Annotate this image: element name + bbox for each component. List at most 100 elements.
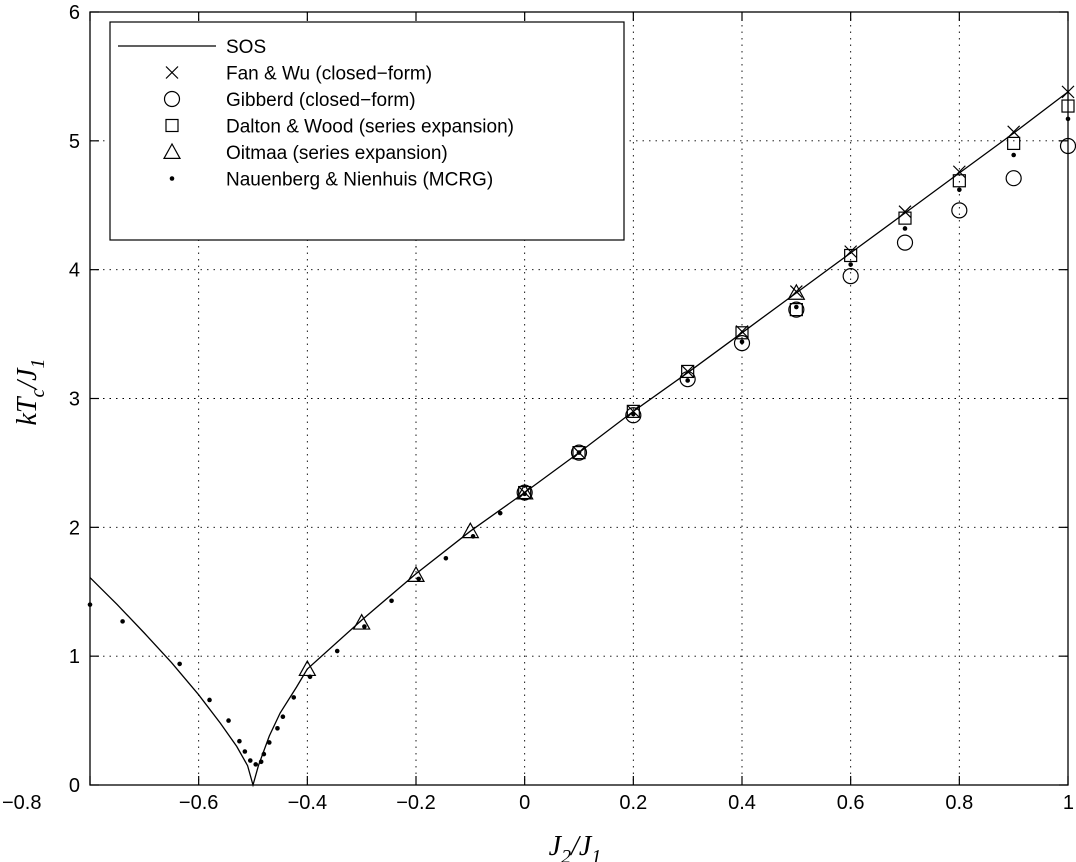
legend-entry-label: Dalton & Wood (series expansion) bbox=[226, 117, 514, 138]
legend: SOS Fan & Wu (closed−form) Gibberd (closed… bbox=[109, 21, 625, 241]
circle-point bbox=[788, 301, 805, 318]
dot-point bbox=[902, 226, 908, 231]
dot-point bbox=[470, 534, 476, 539]
square-point bbox=[1007, 136, 1021, 151]
y-axis-label-sub2: 1 bbox=[27, 358, 49, 368]
triangle-point bbox=[352, 613, 371, 630]
y-tick-label: 4 bbox=[69, 260, 80, 282]
series-triangle bbox=[298, 283, 806, 677]
dot-point bbox=[207, 697, 212, 703]
y-tick-label: 3 bbox=[69, 389, 80, 411]
y-axis-label: kTc/J1 bbox=[12, 358, 49, 425]
dot-point bbox=[1011, 152, 1016, 158]
x-point bbox=[789, 285, 803, 298]
x-tick-label: 0.6 bbox=[837, 792, 865, 814]
dot-point bbox=[334, 648, 340, 654]
y-axis-label-main1: kT bbox=[12, 395, 43, 425]
y-tick-label: 2 bbox=[69, 517, 80, 539]
dot-point bbox=[957, 187, 962, 193]
dot-point bbox=[247, 758, 253, 763]
dot-point bbox=[275, 726, 280, 731]
series-line bbox=[89, 91, 1069, 788]
dot-point bbox=[120, 619, 125, 624]
x-tick-label: −0.6 bbox=[179, 792, 218, 814]
circle-point bbox=[842, 268, 859, 285]
legend-symbol bbox=[162, 142, 182, 159]
y-tick-label: 5 bbox=[69, 131, 80, 153]
x-tick-label: 1 bbox=[1063, 792, 1074, 814]
triangle-point bbox=[787, 283, 806, 300]
circle-point bbox=[570, 444, 588, 461]
x-tick-label: 0.4 bbox=[728, 792, 756, 814]
y-tick-label: 1 bbox=[69, 646, 80, 668]
legend-symbol bbox=[165, 66, 179, 79]
x-point bbox=[735, 325, 749, 338]
legend-symbol bbox=[169, 176, 175, 181]
legend-marker bbox=[163, 90, 181, 108]
axis-ticks: −0.8 −0.6 −0.4 −0.2 0 0.2 0.4 0.6 0.8 1 0 1 2 3 4 5 6 bbox=[2, 2, 1074, 814]
square-point bbox=[735, 326, 749, 340]
sos-line bbox=[89, 91, 1069, 788]
dot-point bbox=[443, 555, 449, 561]
dot-point bbox=[389, 598, 394, 604]
dot-point bbox=[237, 738, 242, 744]
legend-entry-label: Nauenberg & Nienhuis (MCRG) bbox=[226, 170, 493, 191]
legend-entry-label: SOS bbox=[226, 37, 266, 58]
x-axis-label-main2: J bbox=[579, 831, 593, 862]
x-tick-label: −0.8 bbox=[2, 792, 41, 814]
legend-marker bbox=[169, 176, 175, 181]
dot-point bbox=[242, 749, 248, 754]
dot-point bbox=[226, 718, 231, 723]
x-point bbox=[844, 245, 858, 259]
y-tick-label: 0 bbox=[69, 775, 80, 797]
x-axis-label-sub1: 2 bbox=[561, 846, 571, 862]
square-point bbox=[844, 248, 858, 263]
dot-point bbox=[261, 751, 267, 757]
plot-area bbox=[87, 85, 1076, 788]
series-dot bbox=[87, 116, 1071, 767]
legend-symbol bbox=[163, 90, 181, 108]
legend-symbol bbox=[165, 118, 179, 133]
x-axis-label: J2/J1 bbox=[549, 831, 602, 862]
x-axis-label-sep: / bbox=[569, 831, 581, 862]
dot-point bbox=[280, 714, 286, 720]
square-point bbox=[898, 211, 912, 225]
circle-point bbox=[679, 371, 696, 388]
x-point bbox=[1007, 125, 1021, 139]
triangle-point bbox=[461, 521, 480, 539]
y-axis-label-sep: / bbox=[12, 379, 43, 391]
square-point bbox=[952, 174, 966, 188]
circle-point bbox=[733, 335, 751, 352]
triangle-point bbox=[298, 659, 317, 677]
circle-point bbox=[625, 407, 642, 424]
legend-entry-label: Oitmaa (series expansion) bbox=[226, 143, 448, 164]
dot-point bbox=[631, 411, 636, 417]
dot-point bbox=[522, 491, 527, 497]
dot-point bbox=[576, 450, 582, 455]
legend-marker bbox=[165, 118, 179, 133]
dot-point bbox=[794, 304, 799, 310]
x-point bbox=[626, 404, 640, 418]
y-axis-label-sub1: c bbox=[27, 389, 49, 398]
triangle-point bbox=[406, 565, 426, 583]
dot-point bbox=[253, 762, 259, 767]
square-point bbox=[681, 364, 695, 379]
dot-point bbox=[497, 510, 503, 516]
square-point bbox=[626, 404, 640, 418]
x-tick-label: 0 bbox=[519, 792, 530, 814]
x-tick-label: −0.2 bbox=[396, 792, 435, 814]
dot-point bbox=[177, 661, 182, 667]
square-point bbox=[789, 303, 803, 317]
x-axis-label-sub2: 1 bbox=[591, 846, 601, 862]
dot-point bbox=[848, 262, 853, 267]
legend-marker bbox=[162, 142, 182, 159]
dot-point bbox=[267, 740, 272, 745]
x-point bbox=[952, 165, 966, 179]
x-tick-label: 0.2 bbox=[619, 792, 647, 814]
circle-point bbox=[1005, 170, 1022, 187]
x-tick-label: 0.8 bbox=[945, 792, 973, 814]
legend-marker bbox=[165, 66, 179, 79]
dot-point bbox=[291, 695, 297, 700]
circle-point bbox=[896, 234, 914, 251]
